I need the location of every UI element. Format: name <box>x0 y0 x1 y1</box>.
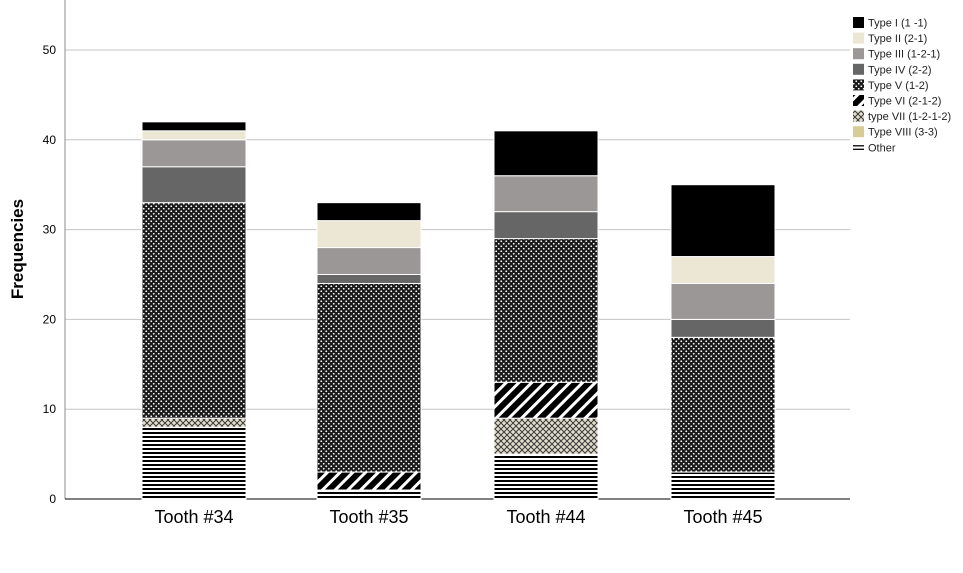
legend-swatch <box>853 79 864 91</box>
y-axis-ticks: 0 10 20 30 40 50 <box>43 43 57 506</box>
bar-segment-type-i-1-1 <box>316 202 422 222</box>
y-tick-label: 50 <box>43 43 57 57</box>
bar-segment-type-vii-1-2-1-2 <box>493 417 599 455</box>
y-tick-label: 30 <box>43 223 57 237</box>
bar-segment-type-i-1-1 <box>141 121 247 132</box>
x-category-label: Tooth #44 <box>506 507 585 527</box>
legend-swatch <box>853 17 864 28</box>
legend-swatch <box>853 48 864 60</box>
legend-label: Type V (1-2) <box>868 80 929 92</box>
x-axis-labels: Tooth #34 Tooth #35 Tooth #44 Tooth #45 <box>154 507 762 527</box>
bar-segment-type-iv-2-2 <box>316 274 422 284</box>
bar-segment-other <box>670 471 776 500</box>
y-tick-label: 10 <box>43 402 57 416</box>
bar-segment-type-v-1-2 <box>316 282 422 473</box>
legend-label: Type II (2-1) <box>868 33 927 45</box>
x-category-label: Tooth #34 <box>154 507 233 527</box>
bar-segment-type-iii-1-2-1 <box>316 247 422 275</box>
y-tick-label: 40 <box>43 133 57 147</box>
y-tick-label: 20 <box>43 312 57 326</box>
bar-segment-type-iii-1-2-1 <box>670 282 776 320</box>
legend-label: Type VIII (3-3) <box>868 127 938 139</box>
legend-swatch <box>853 126 864 138</box>
legend-label: Type VI (2-1-2) <box>868 96 941 108</box>
bar-segment-other <box>316 489 422 500</box>
legend-label: Other <box>868 142 896 154</box>
bar-segment-type-i-1-1 <box>670 184 776 258</box>
bar-segment-type-iii-1-2-1 <box>141 139 247 168</box>
bar-segment-type-iv-2-2 <box>670 318 776 338</box>
legend-label: Type III (1-2-1) <box>868 49 940 61</box>
bar-segment-type-ii-2-1 <box>316 220 422 249</box>
bar-segment-other <box>493 453 599 500</box>
legend-swatch <box>853 110 864 122</box>
y-tick-label: 0 <box>49 492 56 506</box>
legend-swatch <box>853 95 864 106</box>
bar-segment-type-ii-2-1 <box>670 256 776 284</box>
bar-segment-type-iii-1-2-1 <box>493 175 599 213</box>
bars <box>141 121 776 500</box>
bar-segment-type-vii-1-2-1-2 <box>141 417 247 428</box>
bar-segment-type-iv-2-2 <box>141 166 247 204</box>
y-axis-title: Frequencies <box>8 199 27 299</box>
bar-segment-other <box>141 426 247 500</box>
legend-swatch <box>853 32 864 44</box>
x-category-label: Tooth #35 <box>329 507 408 527</box>
bar-segment-type-vi-2-1-2 <box>316 471 422 491</box>
bar-segment-type-ii-2-1 <box>141 130 247 141</box>
legend-label: Type I (1 -1) <box>868 18 927 30</box>
legend-label: type VII (1-2-1-2) <box>868 111 951 123</box>
legend-label: Type IV (2-2) <box>868 64 932 76</box>
bar-segment-type-v-1-2 <box>141 202 247 419</box>
bar-segment-type-vi-2-1-2 <box>493 381 599 419</box>
bar-segment-type-v-1-2 <box>493 238 599 383</box>
legend: Type I (1 -1) Type II (2-1) Type III (1-2-… <box>853 17 951 154</box>
legend-swatch <box>853 63 864 75</box>
bar-segment-type-i-1-1 <box>493 130 599 177</box>
bar-segment-type-v-1-2 <box>670 336 776 473</box>
x-category-label: Tooth #45 <box>683 507 762 527</box>
bar-segment-type-iv-2-2 <box>493 211 599 240</box>
